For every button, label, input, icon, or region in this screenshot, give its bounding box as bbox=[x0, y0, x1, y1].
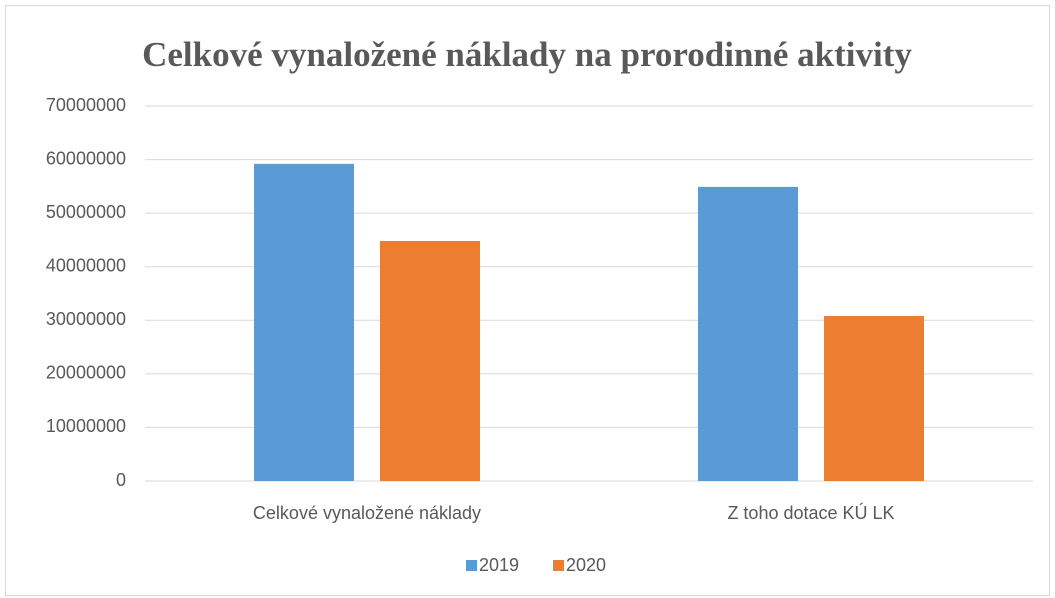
x-tick-label: Z toho dotace KÚ LK bbox=[727, 502, 894, 523]
legend-swatch bbox=[553, 560, 564, 571]
x-tick-label: Celkové vynaložené náklady bbox=[253, 503, 481, 523]
bar bbox=[254, 163, 354, 481]
y-tick-label: 60000000 bbox=[46, 148, 126, 168]
bar bbox=[824, 316, 924, 481]
bar bbox=[380, 241, 480, 481]
chart-title: Celkové vynaložené náklady na prorodinné… bbox=[142, 35, 912, 74]
bar bbox=[698, 186, 798, 481]
chart-border bbox=[5, 5, 1050, 596]
y-tick-label: 20000000 bbox=[46, 363, 126, 383]
y-tick-label: 70000000 bbox=[46, 95, 126, 115]
y-tick-label: 10000000 bbox=[46, 416, 126, 436]
y-tick-label: 50000000 bbox=[46, 202, 126, 222]
y-tick-label: 30000000 bbox=[46, 309, 126, 329]
legend-swatch bbox=[466, 560, 477, 571]
y-tick-label: 0 bbox=[116, 470, 126, 490]
legend-label: 2019 bbox=[479, 555, 519, 575]
legend-label: 2020 bbox=[566, 555, 606, 575]
y-tick-label: 40000000 bbox=[46, 255, 126, 275]
